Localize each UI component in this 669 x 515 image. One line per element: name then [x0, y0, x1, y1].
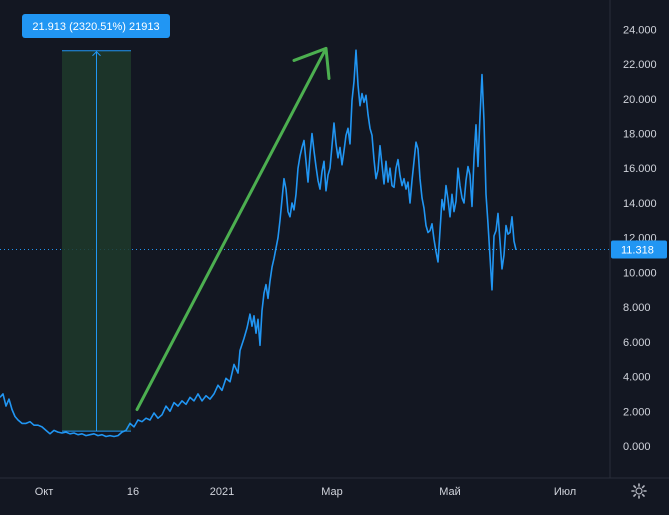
y-tick-label: 24.000	[623, 24, 657, 36]
x-tick-label: Май	[439, 486, 461, 498]
x-tick-label: 16	[127, 486, 139, 498]
trend-arrow-head	[292, 46, 331, 80]
x-tick-label: Окт	[35, 486, 54, 498]
y-tick-label: 4.000	[623, 372, 651, 384]
y-tick-label: 16.000	[623, 163, 657, 175]
trend-arrow-line	[135, 46, 328, 412]
x-tick-label: Июл	[554, 486, 576, 498]
y-tick-label: 6.000	[623, 337, 651, 349]
measure-label-box	[22, 14, 170, 38]
y-tick-label: 2.000	[623, 406, 651, 418]
y-tick-label: 20.000	[623, 94, 657, 106]
x-tick-label: 2021	[210, 486, 234, 498]
price-series-line	[0, 49, 517, 438]
y-tick-label: 10.000	[623, 267, 657, 279]
y-tick-label: 18.000	[623, 129, 657, 141]
measure-label-text: 21.913 (2320.51%) 21913	[32, 21, 159, 33]
x-tick-label: Мар	[321, 486, 343, 498]
current-price-label: 11.318	[621, 245, 654, 257]
gear-icon	[631, 483, 647, 499]
settings-button[interactable]	[627, 480, 651, 502]
measure-arrowhead	[92, 51, 101, 57]
current-price-label-box	[611, 240, 667, 259]
y-tick-label: 22.000	[623, 59, 657, 71]
y-tick-label: 0.000	[623, 441, 651, 453]
y-tick-label: 8.000	[623, 302, 651, 314]
y-tick-label: 14.000	[623, 198, 657, 210]
